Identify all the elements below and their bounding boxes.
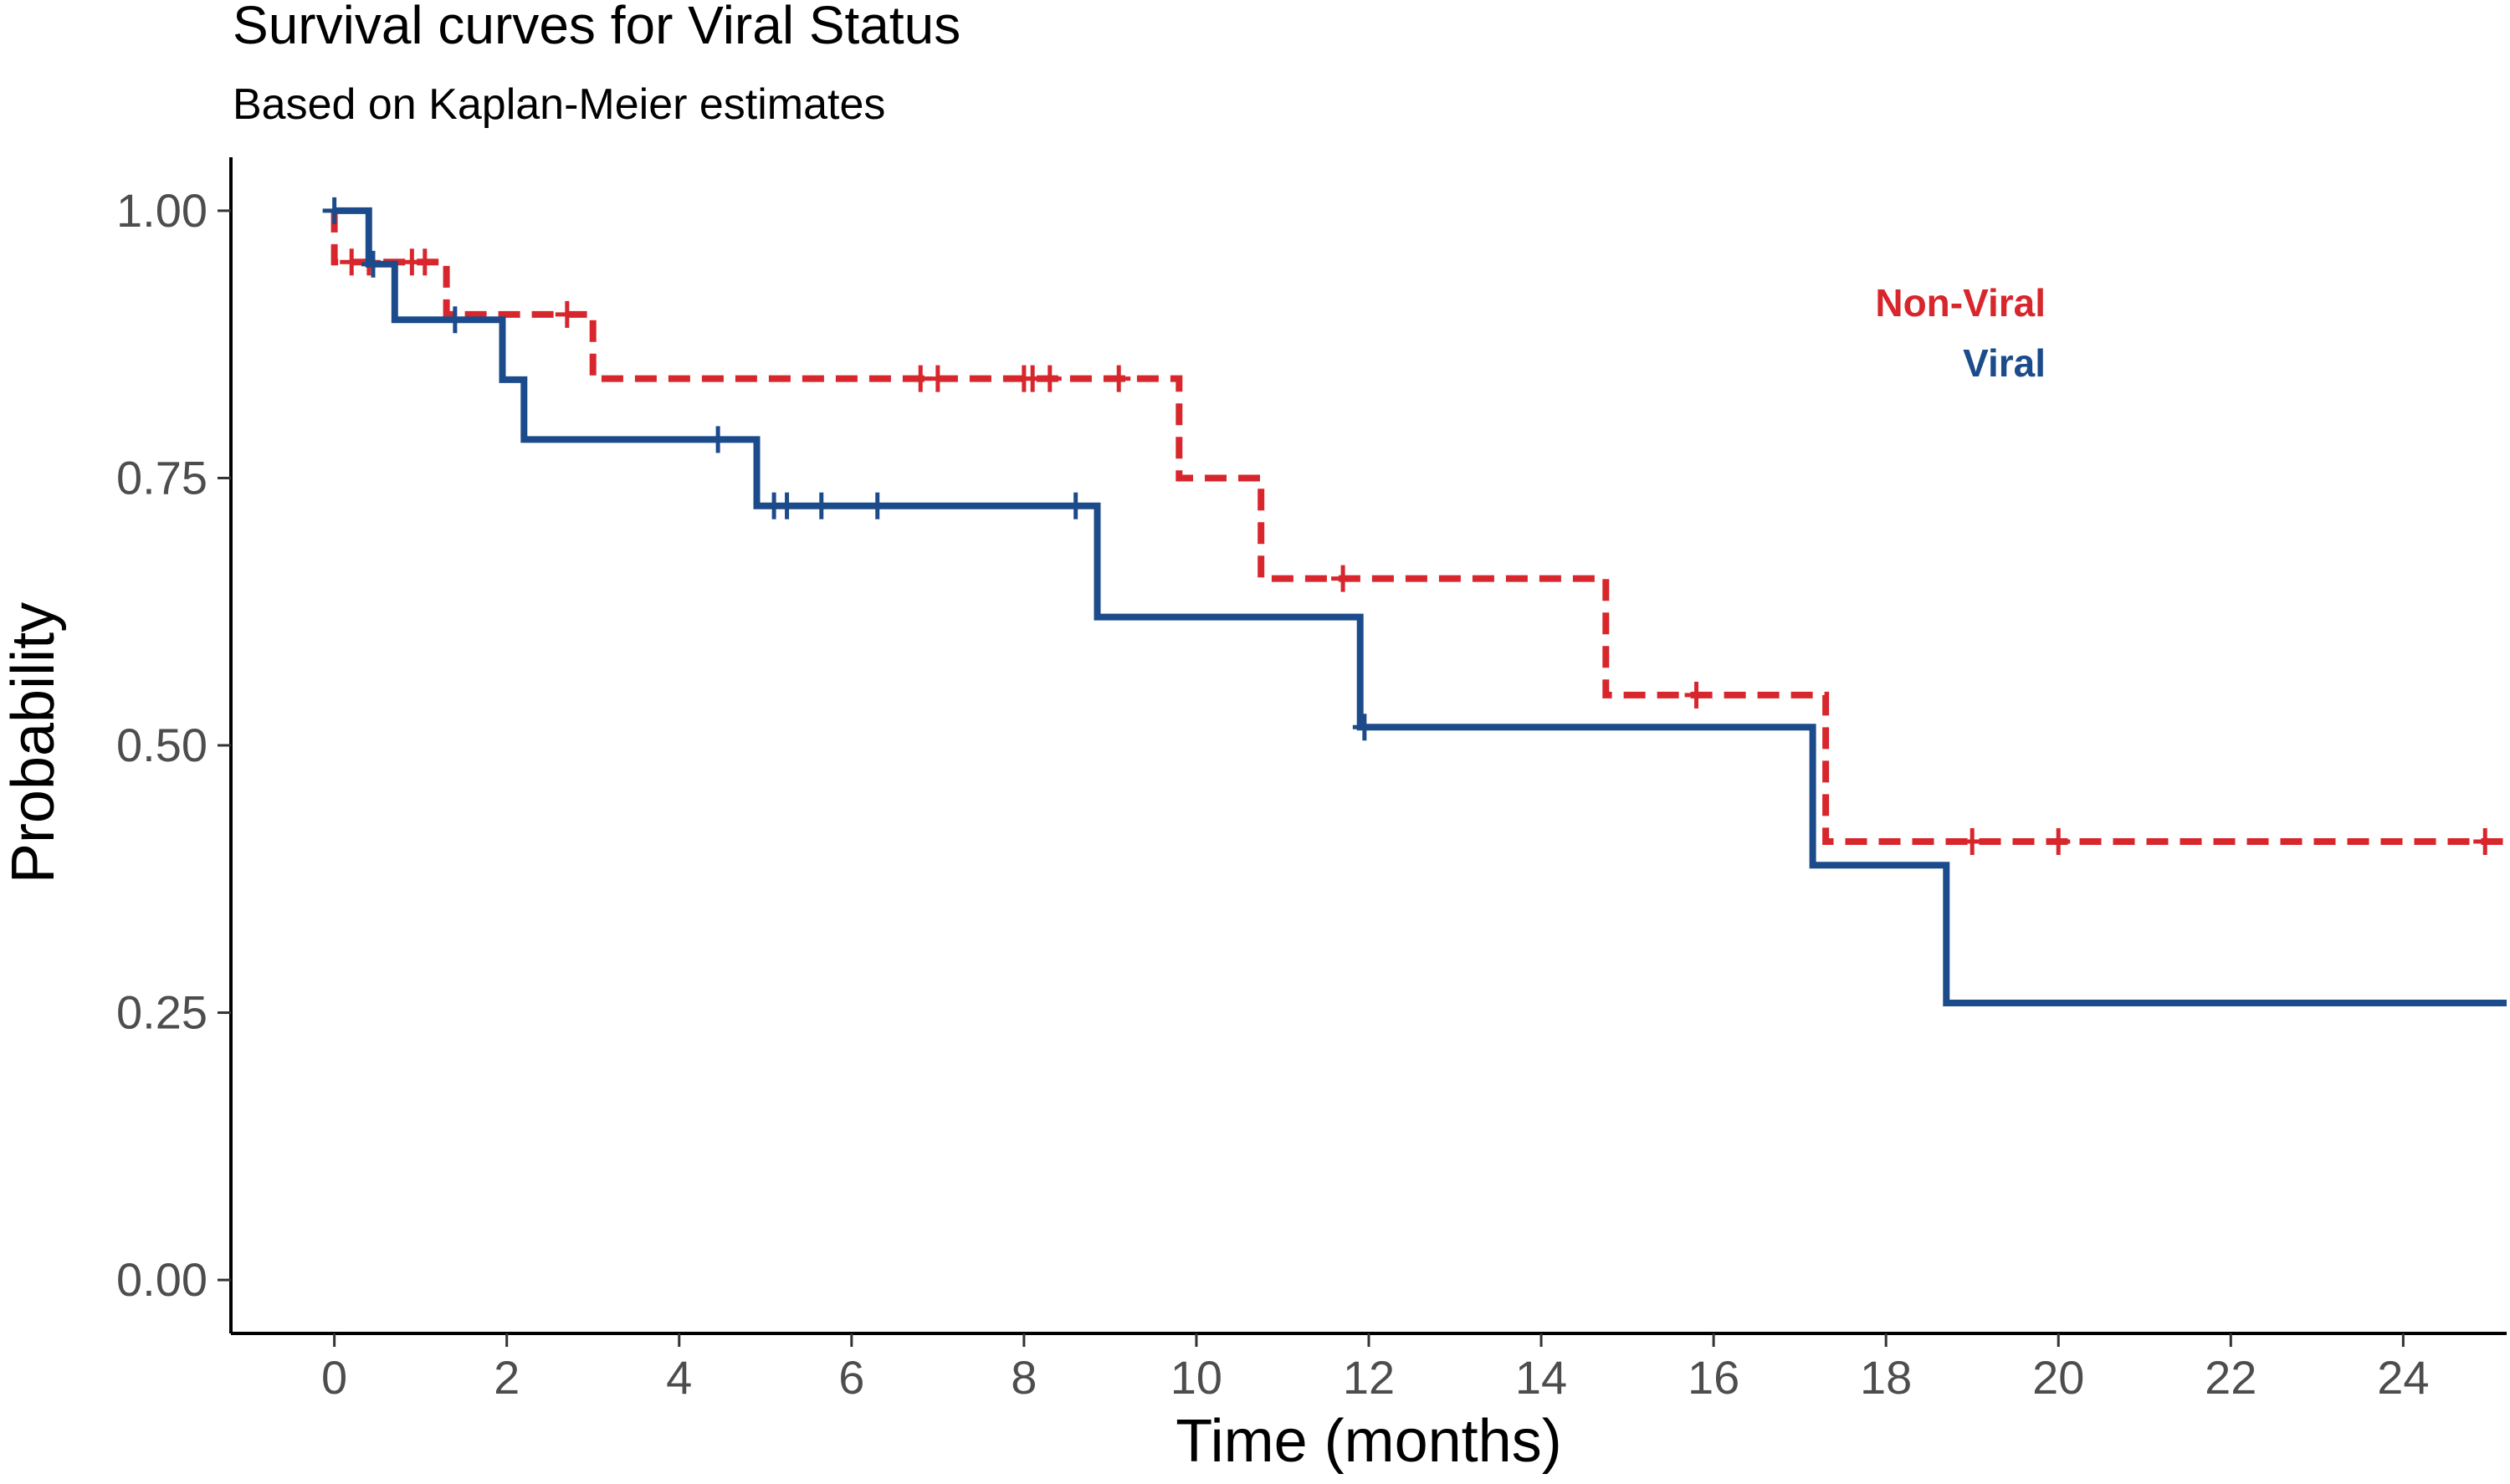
censor-mark-viral	[1352, 714, 1376, 741]
x-tick-label: 12	[1343, 1351, 1395, 1404]
x-tick-label: 22	[2205, 1351, 2256, 1404]
x-tick-label: 16	[1688, 1351, 1739, 1404]
censor-mark-non-viral	[1107, 365, 1131, 392]
censor-mark-viral	[322, 197, 346, 224]
censor-mark-non-viral	[412, 248, 437, 276]
censor-mark-non-viral	[2473, 828, 2497, 856]
legend-label-viral: Viral	[1963, 341, 2046, 385]
x-tick-label: 24	[2377, 1351, 2429, 1404]
censor-mark-non-viral	[1037, 365, 1062, 392]
censor-mark-viral	[443, 306, 467, 334]
x-tick-label: 4	[666, 1351, 692, 1404]
censor-mark-viral	[809, 492, 833, 519]
chart-title: Survival curves for Viral Status	[233, 0, 960, 55]
curve-non-viral	[330, 210, 2507, 845]
censor-mark-non-viral	[555, 300, 579, 328]
y-tick-label: 0.75	[116, 451, 207, 504]
x-tick-label: 20	[2032, 1351, 2084, 1404]
censor-mark-viral	[1063, 492, 1088, 519]
x-axis-title: Time (months)	[1176, 1408, 1561, 1475]
legend-label-non-viral: Non-Viral	[1875, 281, 2046, 325]
y-axis-title: Probability	[0, 602, 67, 883]
y-tick-label: 0.50	[116, 719, 207, 771]
x-tick-label: 8	[1011, 1351, 1037, 1404]
x-tick-label: 2	[494, 1351, 520, 1404]
y-tick-label: 1.00	[116, 184, 207, 237]
censor-mark-viral	[865, 492, 889, 519]
x-tick-label: 18	[1860, 1351, 1912, 1404]
x-tick-label: 0	[321, 1351, 347, 1404]
censor-mark-viral	[361, 250, 385, 278]
y-tick-label: 0.00	[116, 1253, 207, 1306]
censor-mark-non-viral	[1684, 681, 1708, 709]
censor-mark-viral	[706, 426, 730, 453]
plot-area: 0 2 4 6 8 10 12 14 16 18 20 22 240.000.250.500.751.0…	[116, 157, 2507, 1404]
curve-viral	[334, 207, 2507, 1006]
y-tick-label: 0.25	[116, 986, 207, 1039]
x-tick-label: 10	[1170, 1351, 1222, 1404]
censor-mark-non-viral	[1331, 565, 1355, 592]
censor-mark-non-viral	[2046, 828, 2071, 856]
censor-mark-non-viral	[925, 365, 950, 392]
x-tick-label: 6	[838, 1351, 864, 1404]
censor-mark-viral	[775, 492, 799, 519]
censor-mark-non-viral	[1960, 828, 1985, 856]
x-tick-label: 14	[1515, 1351, 1567, 1404]
chart-subtitle: Based on Kaplan-Meier estimates	[233, 80, 885, 129]
